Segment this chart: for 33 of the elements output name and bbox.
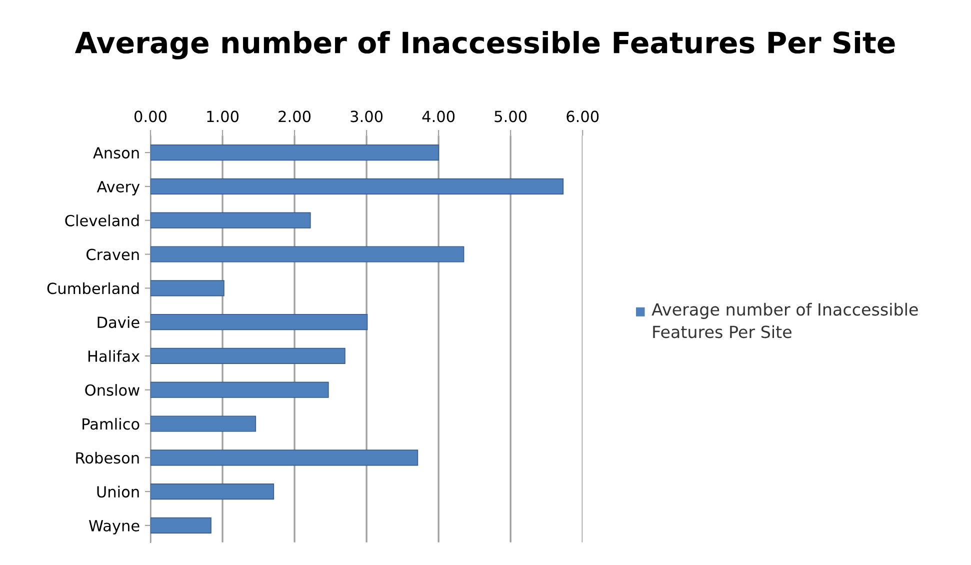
bar	[150, 280, 224, 296]
bar	[150, 484, 274, 500]
y-tick-label: Cumberland	[47, 282, 139, 294]
chart-title: Average number of Inaccessible Features Per Site	[74, 30, 895, 60]
bar	[150, 382, 329, 398]
bar	[150, 450, 418, 466]
x-tick-label: 1.00	[207, 110, 239, 122]
y-tick-label: Halifax	[88, 350, 140, 362]
x-tick-label: 4.00	[422, 110, 455, 122]
y-tick-label: Robeson	[76, 452, 139, 464]
y-tick-label: Cleveland	[65, 214, 139, 226]
bar	[150, 314, 368, 330]
y-tick-label: Anson	[93, 147, 139, 159]
legend-label: Average number of Inaccessible Features Per Site	[652, 302, 918, 338]
x-tick-label: 2.00	[278, 110, 311, 122]
x-tick-label: 0.00	[134, 110, 166, 122]
bar	[150, 416, 256, 432]
bar	[150, 144, 439, 161]
bar	[150, 212, 311, 228]
x-tick-label: 3.00	[350, 110, 383, 122]
y-tick-label: Wayne	[88, 520, 140, 534]
y-tick-label: Craven	[86, 248, 139, 260]
bar	[150, 178, 564, 194]
bar	[150, 517, 212, 534]
y-tick-label: Union	[97, 486, 139, 498]
x-tick-label: 6.00	[566, 110, 599, 122]
y-tick-label: Onslow	[85, 384, 140, 396]
x-tick-label: 5.00	[494, 110, 527, 122]
y-tick-label: Avery	[96, 181, 140, 196]
y-tick-label: Davie	[98, 316, 140, 328]
bar	[150, 348, 346, 364]
bar	[150, 246, 464, 262]
y-tick-label: Pamlico	[82, 418, 140, 430]
